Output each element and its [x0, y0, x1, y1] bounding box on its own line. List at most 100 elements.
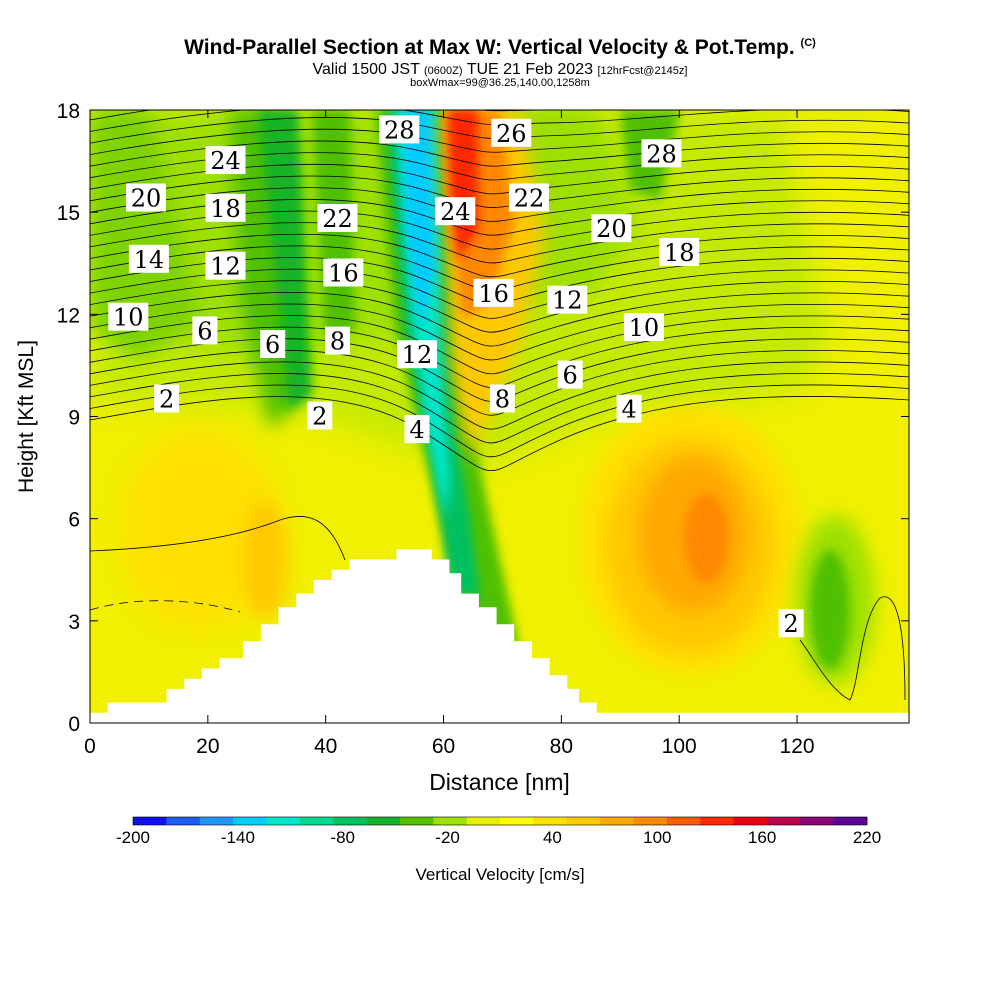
isentrope-line [90, 187, 909, 222]
colorbar: -200 -140 -80 -20 40 100 160 220 Vertical Veloci… [116, 816, 881, 884]
copyright-mark: (C) [800, 37, 816, 49]
colorbar-swatch [733, 817, 768, 825]
colorbar-tick-label: 160 [748, 828, 776, 847]
isentrope-line [90, 110, 583, 121]
contour-label: 10 [108, 302, 149, 332]
colorbar-swatch [233, 817, 267, 825]
title-text: Wind-Parallel Section at Max W: Vertical… [184, 36, 795, 59]
x-tick-label: 40 [314, 735, 337, 758]
isentrope-line [90, 198, 909, 236]
axes: 0 20 40 60 80 100 120 0 3 6 9 12 15 18 Distance [nm] He… [15, 100, 909, 795]
contour-label: 10 [623, 313, 664, 342]
contour-label-text: 26 [496, 120, 527, 148]
contour-label: 8 [489, 384, 515, 414]
isentrope-line [90, 140, 909, 167]
y-tick-label: 0 [68, 713, 80, 736]
contour-label-text: 2 [784, 610, 799, 638]
colorbar-swatch [366, 817, 401, 825]
colorbar-swatch [466, 817, 501, 825]
colorbar-label: Vertical Velocity [cm/s] [415, 865, 584, 884]
colorbar-swatch [266, 817, 301, 825]
isentrope-line [90, 152, 909, 181]
contour-label: 6 [557, 360, 583, 390]
contour-label-text: 24 [210, 147, 241, 175]
contour-label: 22 [509, 183, 549, 213]
contour-label-text: 14 [134, 246, 165, 274]
colorbar-swatch [600, 817, 634, 825]
colorbar-swatch [433, 817, 467, 825]
vertical-velocity-field [90, 110, 909, 723]
y-axis-label: Height [Kft MSL] [15, 340, 38, 493]
x-tick-label: 0 [84, 735, 96, 758]
terrain-mask [90, 549, 909, 723]
valid-prefix: Valid 1500 JST [312, 61, 420, 78]
contour-label-text: 28 [384, 116, 415, 144]
colorbar-tick-label: -140 [221, 828, 255, 847]
y-tick-label: 12 [57, 304, 80, 327]
contour-label: 2 [778, 609, 804, 638]
colorbar-swatch [700, 817, 734, 825]
y-tick-label: 18 [57, 100, 80, 123]
isentrope-line [90, 222, 909, 264]
contour-label-text: 8 [330, 328, 345, 356]
isentrope-line [90, 384, 909, 458]
isentrope-line [90, 396, 909, 472]
chart-title: Wind-Parallel Section at Max W: Vertical… [0, 36, 1000, 60]
isentrope-line [90, 361, 909, 430]
colorbar-swatch [633, 817, 668, 825]
y-tick-label: 9 [68, 407, 80, 430]
contour-label-text: 8 [495, 386, 510, 414]
colorbar-swatch [800, 817, 834, 825]
potential-temperature-contours [90, 110, 909, 472]
y-tick-label: 6 [68, 509, 80, 532]
colorbar-swatch [333, 817, 367, 825]
x-tick-label: 60 [432, 735, 455, 758]
contour-label: 28 [641, 139, 682, 168]
forecast-info: [12hrFcst@2145z] [597, 65, 688, 77]
colorbar-frame [132, 816, 868, 826]
contour-label: 4 [404, 415, 430, 444]
isentrope-line [90, 349, 909, 416]
isentrope-line [90, 210, 909, 250]
colorbar-swatch [766, 817, 801, 825]
isentrope-line [90, 372, 909, 444]
x-tick-label: 80 [550, 735, 573, 758]
contour-label-text: 4 [409, 416, 424, 444]
contour-label: 24 [435, 197, 476, 226]
contour-label-text: 6 [265, 331, 280, 359]
contour-label-text: 6 [197, 317, 212, 345]
contour-label: 20 [126, 183, 166, 213]
contour-label: 20 [591, 214, 632, 243]
contour-label-text: 24 [440, 198, 471, 226]
colorbar-swatch [833, 817, 868, 825]
isentrope-line [90, 303, 909, 361]
colorbar-swatch [566, 817, 601, 825]
contour-label: 6 [260, 330, 286, 359]
contour-label-text: 28 [646, 140, 677, 168]
contour-label: 12 [547, 285, 588, 315]
contour-label: 4 [616, 394, 642, 424]
contour-label-text: 4 [621, 396, 636, 424]
isentrope-line [90, 315, 909, 375]
contour-label-text: 6 [563, 362, 578, 390]
colorbar-swatch [500, 817, 534, 825]
x-axis-label: Distance [nm] [429, 769, 570, 795]
colorbar-swatch [533, 817, 568, 825]
contour-label: 28 [379, 115, 420, 144]
x-tick-label: 100 [662, 735, 697, 758]
colorbar-tick-label: -200 [116, 828, 150, 847]
colorbar-swatch [399, 817, 434, 825]
contour-label-text: 22 [514, 185, 545, 213]
contour-label: 26 [491, 118, 532, 148]
contour-label: 2 [154, 384, 180, 414]
contour-label: 12 [205, 251, 246, 281]
contour-label-text: 20 [596, 215, 627, 243]
valid-time-line: Valid 1500 JST (0600Z) TUE 21 Feb 2023 [… [0, 61, 1000, 79]
isentrope-line [90, 117, 909, 144]
contour-label: 2 [307, 401, 333, 431]
x-tick-label: 120 [780, 735, 815, 758]
colorbar-tick-label: -80 [330, 828, 355, 847]
contour-label-text: 16 [478, 280, 509, 308]
isentrope-line [90, 175, 909, 208]
